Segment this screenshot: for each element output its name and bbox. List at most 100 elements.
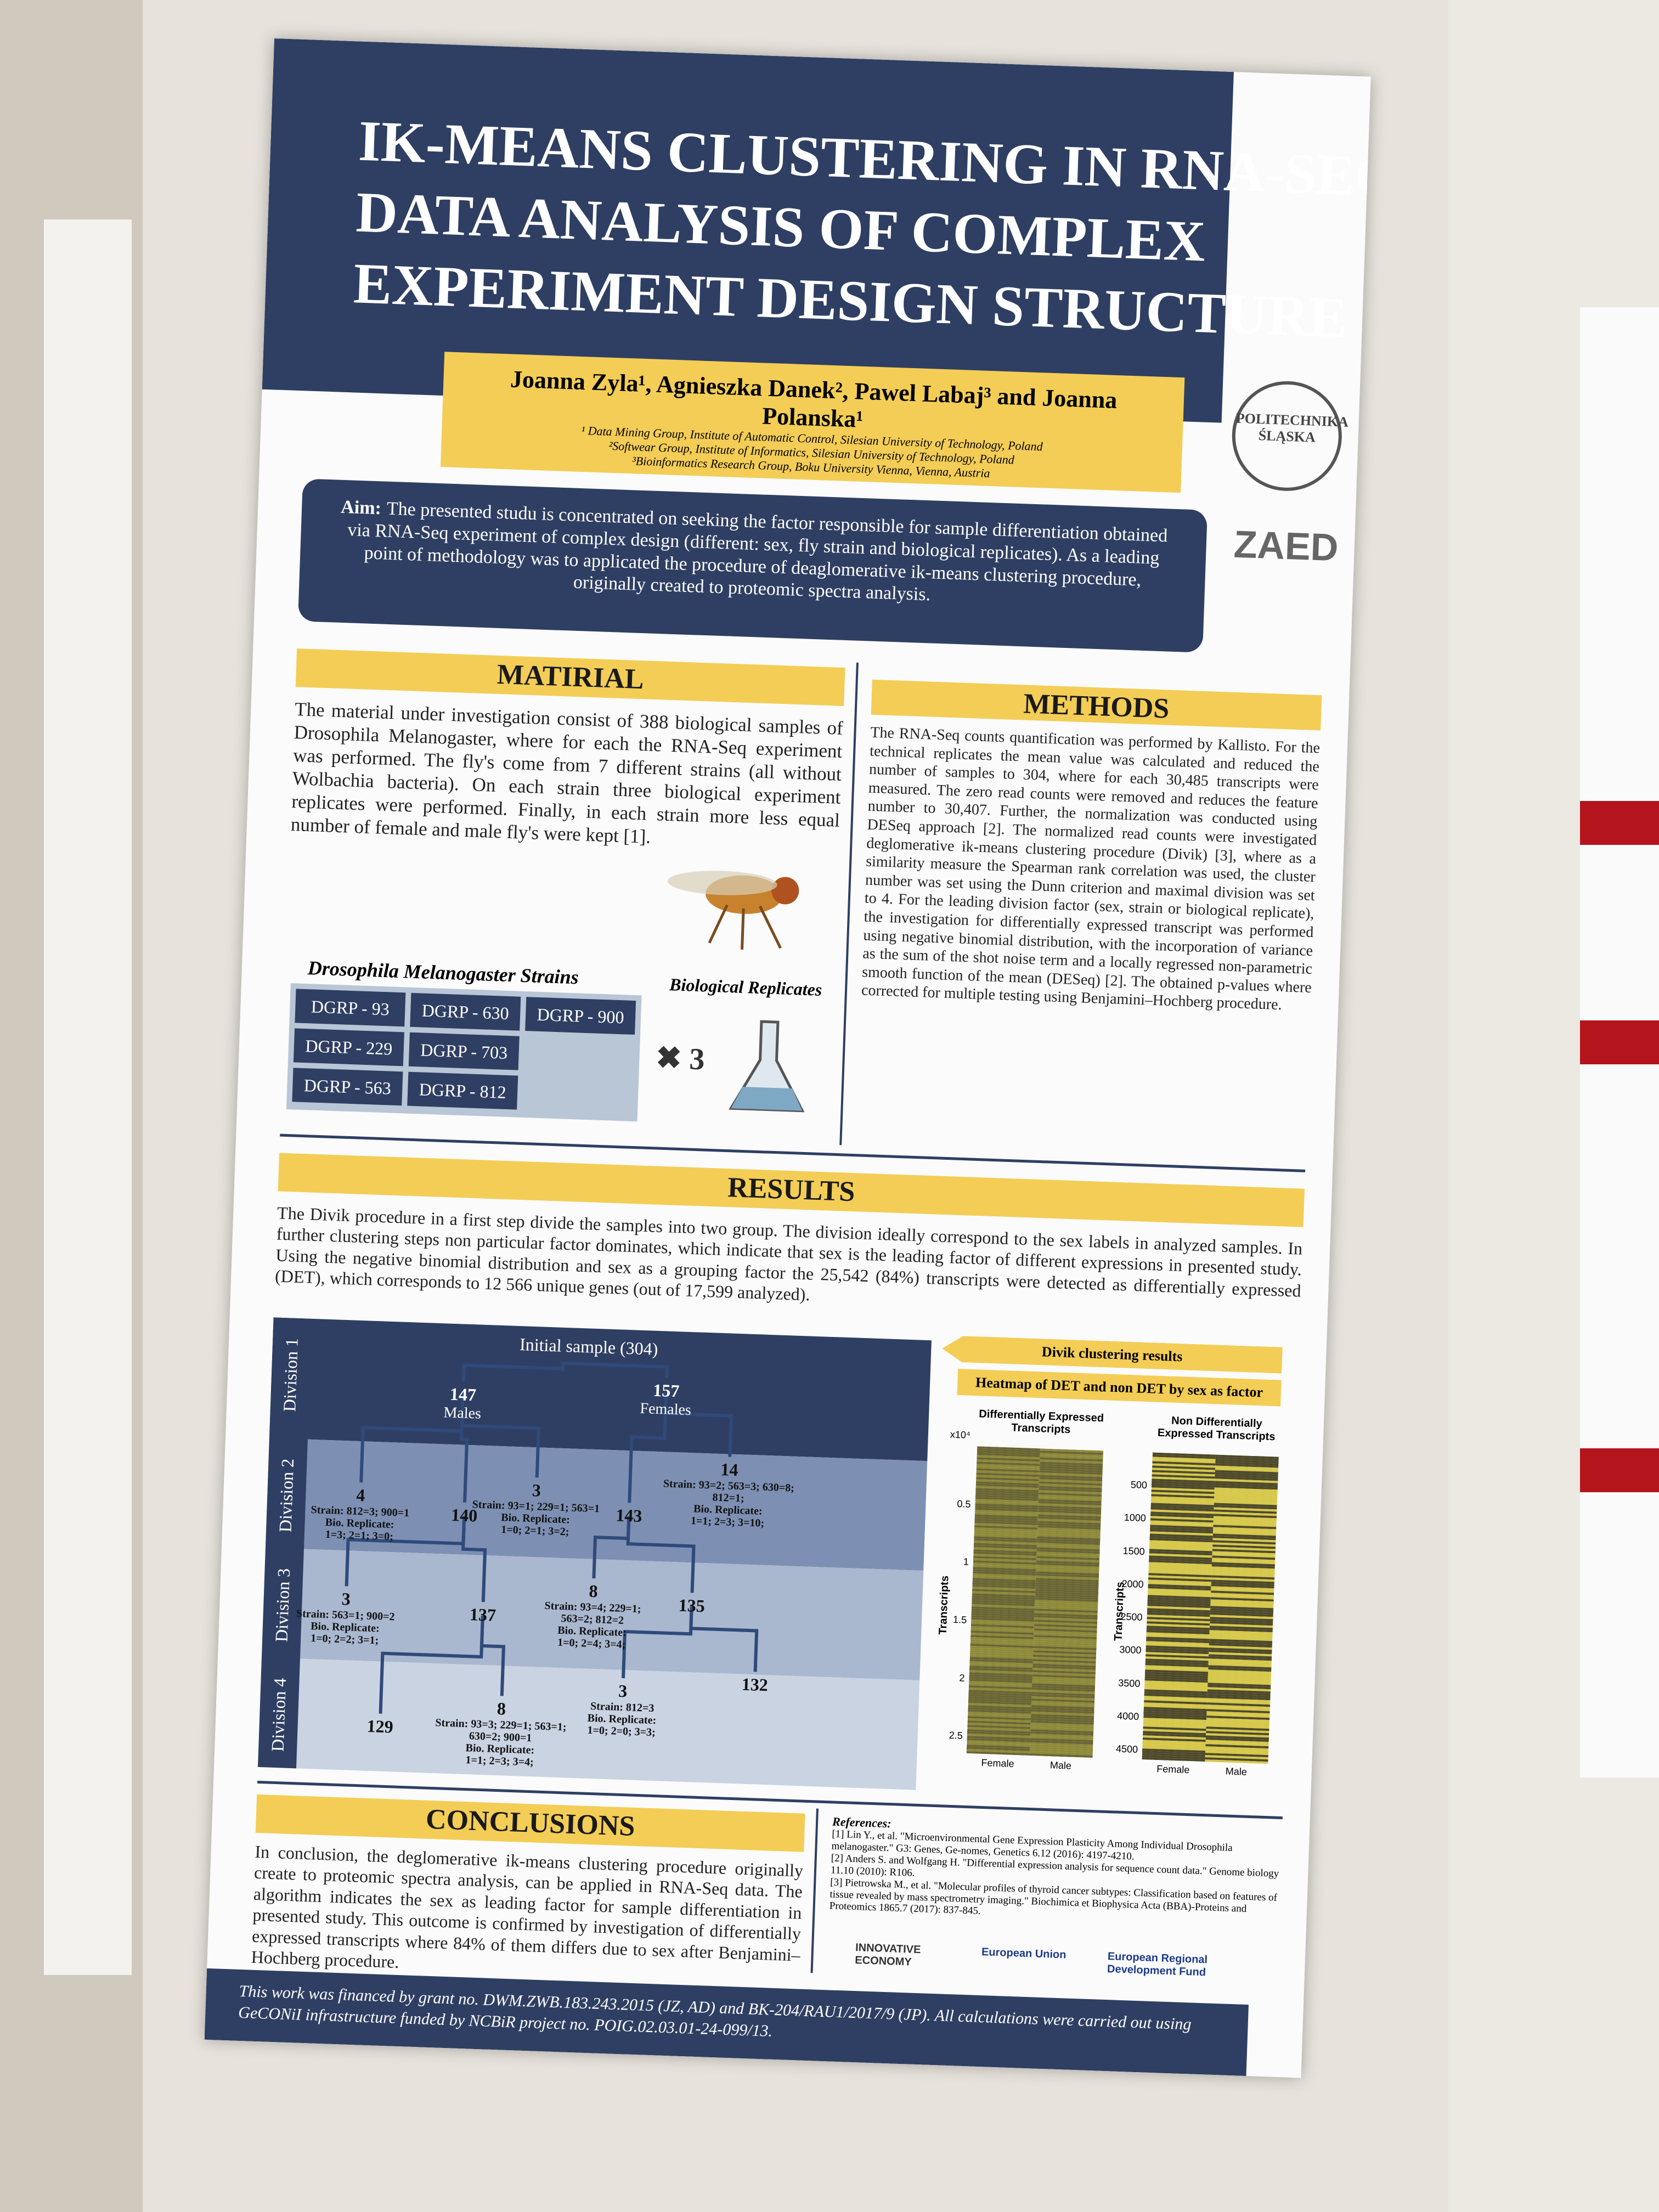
heatmap-cell xyxy=(1210,1623,1273,1628)
heatmap-cell xyxy=(1206,1720,1269,1725)
material-heading: MATIRIAL xyxy=(295,648,845,706)
heatmap-cell xyxy=(1036,1567,1099,1572)
heatmap-cell xyxy=(1210,1617,1273,1622)
heatmap-cell xyxy=(1150,1520,1214,1525)
heatmap-cell xyxy=(972,1578,1036,1583)
heatmap-cell xyxy=(1152,1479,1215,1483)
heatmap-cell xyxy=(1211,1568,1275,1573)
heatmap-cell xyxy=(1039,1477,1103,1482)
heatmap-cell xyxy=(1209,1654,1272,1659)
heatmap-cell xyxy=(1032,1672,1096,1677)
heatmap-cell xyxy=(1207,1676,1271,1681)
heatmap-cell xyxy=(971,1611,1035,1616)
heatmap-cell xyxy=(1039,1490,1102,1495)
heatmap-cell xyxy=(970,1633,1034,1638)
heatmap-cell xyxy=(969,1677,1032,1681)
heatmap-cell xyxy=(972,1587,1036,1592)
heatmap-cell xyxy=(1030,1729,1094,1734)
heatmap-group: Male xyxy=(1049,1759,1072,1771)
heatmap-cell xyxy=(1032,1679,1096,1684)
heatmap-cell xyxy=(1149,1549,1212,1554)
heatmap-cell xyxy=(967,1740,1030,1745)
heatmap-cell xyxy=(1030,1746,1093,1751)
heatmap-cell xyxy=(1037,1512,1102,1517)
heatmap-cell xyxy=(1211,1573,1275,1578)
heatmap-cell xyxy=(973,1560,1036,1565)
heatmap-cell xyxy=(1209,1626,1273,1630)
heatmap-cell xyxy=(1034,1630,1097,1635)
heatmap-cell xyxy=(968,1700,1031,1706)
heatmap-cell xyxy=(1146,1641,1209,1646)
heatmap-cell xyxy=(1039,1488,1102,1493)
heatmap-cell xyxy=(1031,1696,1095,1701)
heatmap-cell xyxy=(1214,1505,1277,1510)
heatmap-cell xyxy=(1145,1667,1209,1672)
heatmap-cell xyxy=(1148,1584,1211,1589)
heatmap-cell xyxy=(1214,1514,1277,1519)
heatmap-tick: 1000 xyxy=(1124,1512,1147,1524)
heatmap-cell xyxy=(1031,1707,1094,1712)
heatmap-cell xyxy=(1212,1538,1276,1543)
heatmap-cell xyxy=(1029,1751,1093,1756)
heatmap-cell xyxy=(968,1709,1031,1714)
heatmap-cell xyxy=(1149,1531,1213,1536)
tree-edge xyxy=(461,1363,565,1382)
heatmap-cell xyxy=(1209,1628,1273,1633)
heatmap-cell xyxy=(1210,1604,1274,1609)
heatmap-cell xyxy=(1152,1474,1215,1479)
heatmap-cell xyxy=(1030,1720,1094,1725)
tree-edge xyxy=(461,1516,487,1602)
heatmap-cell xyxy=(1212,1547,1276,1551)
heatmap-cell xyxy=(1205,1748,1269,1753)
heatmap-cell xyxy=(1144,1680,1208,1685)
heatmap-cell xyxy=(975,1510,1039,1515)
heatmap-cell xyxy=(1030,1726,1094,1731)
heatmap-cell xyxy=(1212,1540,1276,1545)
heatmap-cell xyxy=(1142,1755,1205,1760)
heatmap-cell xyxy=(1151,1496,1215,1501)
heatmap-cell xyxy=(1038,1501,1102,1506)
heatmap-cell xyxy=(1149,1536,1213,1541)
heatmap-cell xyxy=(1212,1542,1276,1547)
heatmap-cell xyxy=(1213,1520,1277,1525)
tree-node: 147 Males xyxy=(385,1382,540,1425)
heatmap-cell xyxy=(1212,1533,1276,1538)
strain-cell: DGRP - 229 xyxy=(293,1028,404,1066)
heatmap-cell xyxy=(1146,1632,1210,1637)
heatmap-cell xyxy=(1144,1698,1207,1703)
heatmap-cell xyxy=(1142,1740,1206,1745)
heatmap-cell xyxy=(1038,1508,1102,1513)
heatmap-cell xyxy=(1149,1542,1213,1547)
heatmap-cell xyxy=(1031,1713,1094,1719)
heatmap-cell xyxy=(1205,1744,1269,1749)
heatmap-cell xyxy=(977,1446,1041,1451)
heatmap-cell xyxy=(1152,1457,1216,1462)
heatmap-cell xyxy=(1039,1475,1103,1480)
heatmap-cell xyxy=(1148,1566,1212,1571)
heatmap-cell xyxy=(1037,1538,1101,1543)
heatmap-cell xyxy=(969,1661,1033,1666)
heatmap-cell xyxy=(1206,1713,1270,1718)
heatmap-cell xyxy=(1213,1527,1277,1532)
heatmap-cell xyxy=(1205,1755,1268,1760)
heatmap-cell xyxy=(1033,1652,1097,1657)
heatmap-cell xyxy=(1037,1523,1101,1528)
heatmap-cell xyxy=(1207,1678,1271,1683)
heatmap-cell xyxy=(1211,1586,1274,1591)
heatmap-cell xyxy=(970,1637,1034,1642)
sponsor-logo: INNOVATIVE ECONOMY xyxy=(855,1942,921,1968)
heatmap-cell xyxy=(1147,1608,1211,1613)
heatmap-cell xyxy=(1215,1461,1279,1466)
heatmap-cell xyxy=(1037,1521,1101,1526)
heatmap-cell xyxy=(1033,1641,1097,1646)
right-poster-band xyxy=(1580,801,1659,845)
heatmap-cell xyxy=(1214,1485,1278,1490)
heatmap xyxy=(1142,1452,1279,1764)
heatmap-group: Male xyxy=(1225,1765,1248,1778)
heatmap-tick: 4000 xyxy=(1116,1710,1139,1722)
heatmap-cell xyxy=(971,1615,1035,1620)
heatmap-cell xyxy=(977,1455,1040,1460)
heatmap-cell xyxy=(1036,1558,1100,1563)
heatmap-multiplier: x10⁴ xyxy=(950,1429,971,1441)
heatmap-cell xyxy=(1143,1729,1206,1734)
